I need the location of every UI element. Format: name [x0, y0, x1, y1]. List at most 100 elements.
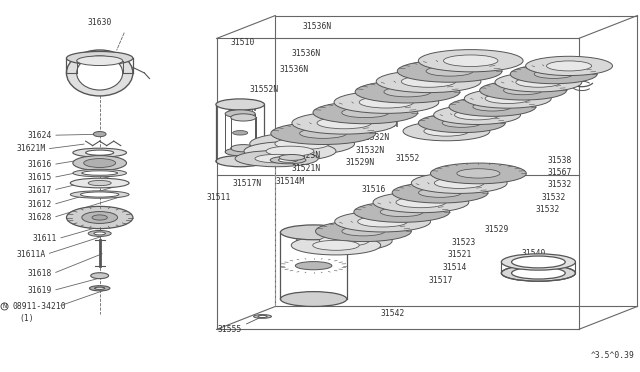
Text: 31612: 31612: [28, 200, 52, 209]
Text: 31537: 31537: [378, 108, 402, 117]
Ellipse shape: [358, 216, 408, 227]
Ellipse shape: [342, 108, 389, 118]
Ellipse shape: [434, 105, 520, 125]
Text: 31628: 31628: [28, 213, 52, 222]
Ellipse shape: [235, 150, 318, 167]
Text: 31532: 31532: [548, 180, 572, 189]
Ellipse shape: [424, 126, 469, 136]
Ellipse shape: [91, 273, 109, 279]
Ellipse shape: [511, 267, 565, 279]
Ellipse shape: [233, 131, 248, 135]
Text: 31536N: 31536N: [291, 49, 321, 58]
Ellipse shape: [255, 154, 298, 163]
Ellipse shape: [396, 197, 446, 208]
Ellipse shape: [93, 132, 106, 137]
Ellipse shape: [485, 93, 531, 103]
Ellipse shape: [82, 212, 118, 224]
Text: 31536: 31536: [488, 92, 513, 100]
Text: 31540: 31540: [521, 249, 545, 258]
Ellipse shape: [380, 207, 423, 217]
Ellipse shape: [419, 49, 523, 72]
Text: 31511: 31511: [206, 193, 230, 202]
Ellipse shape: [67, 51, 133, 65]
Ellipse shape: [504, 86, 543, 95]
Text: 31538: 31538: [548, 155, 572, 164]
Ellipse shape: [534, 70, 573, 78]
Ellipse shape: [73, 155, 127, 170]
Ellipse shape: [449, 97, 536, 116]
Text: 31532: 31532: [535, 205, 559, 214]
Ellipse shape: [510, 64, 597, 84]
Ellipse shape: [342, 227, 385, 236]
Ellipse shape: [457, 169, 500, 178]
Ellipse shape: [501, 254, 575, 270]
Ellipse shape: [278, 158, 298, 162]
Text: 31615: 31615: [28, 173, 52, 182]
Ellipse shape: [70, 191, 129, 198]
Text: 31617: 31617: [28, 186, 52, 195]
Ellipse shape: [280, 292, 347, 307]
Ellipse shape: [244, 141, 336, 161]
Ellipse shape: [473, 102, 512, 111]
Text: 31611: 31611: [33, 234, 57, 243]
Ellipse shape: [95, 287, 105, 289]
Ellipse shape: [88, 180, 111, 186]
Text: 31521: 31521: [447, 250, 472, 259]
Text: ^3.5^0.39: ^3.5^0.39: [590, 351, 634, 360]
Ellipse shape: [295, 262, 332, 270]
Ellipse shape: [250, 133, 355, 155]
Ellipse shape: [231, 145, 256, 152]
Ellipse shape: [231, 114, 256, 121]
Text: 31555: 31555: [218, 325, 242, 334]
Ellipse shape: [94, 232, 106, 235]
Ellipse shape: [92, 215, 108, 220]
Ellipse shape: [73, 148, 127, 157]
Ellipse shape: [435, 178, 484, 189]
Text: 31611A: 31611A: [16, 250, 45, 259]
Ellipse shape: [373, 192, 468, 213]
Ellipse shape: [397, 60, 502, 82]
Ellipse shape: [258, 315, 267, 318]
Ellipse shape: [253, 315, 271, 318]
Ellipse shape: [313, 240, 359, 250]
Text: 31532N: 31532N: [361, 133, 390, 142]
Text: 31523N: 31523N: [291, 151, 321, 160]
Ellipse shape: [442, 119, 481, 127]
Text: 31542: 31542: [381, 310, 405, 318]
Ellipse shape: [335, 211, 431, 232]
Text: 31514M: 31514M: [275, 177, 305, 186]
Text: 08911-34210: 08911-34210: [12, 302, 66, 311]
Ellipse shape: [359, 96, 413, 108]
Text: 31618: 31618: [28, 269, 52, 278]
Text: 31532N: 31532N: [369, 121, 399, 129]
Ellipse shape: [376, 70, 481, 93]
Text: 31624: 31624: [28, 131, 52, 140]
Text: 31552: 31552: [396, 154, 420, 163]
Ellipse shape: [419, 188, 461, 197]
Text: 31621M: 31621M: [16, 144, 45, 153]
Ellipse shape: [431, 163, 526, 184]
Ellipse shape: [280, 225, 347, 240]
Ellipse shape: [292, 112, 397, 134]
Text: 31510: 31510: [230, 38, 255, 47]
Ellipse shape: [77, 56, 123, 65]
Text: 31536: 31536: [474, 116, 499, 125]
Ellipse shape: [525, 56, 612, 76]
Text: 31536: 31536: [481, 104, 506, 113]
Ellipse shape: [70, 178, 129, 188]
Ellipse shape: [317, 117, 371, 129]
Ellipse shape: [354, 202, 450, 222]
Text: 31517N: 31517N: [232, 179, 262, 187]
Ellipse shape: [82, 171, 118, 175]
Ellipse shape: [216, 155, 264, 167]
Ellipse shape: [444, 55, 498, 67]
Ellipse shape: [419, 113, 505, 133]
Ellipse shape: [67, 206, 133, 229]
Text: (1): (1): [19, 314, 33, 323]
Ellipse shape: [384, 87, 431, 97]
Ellipse shape: [275, 138, 330, 150]
Text: 31538N: 31538N: [374, 96, 404, 105]
Text: 31567: 31567: [548, 168, 572, 177]
Ellipse shape: [225, 148, 255, 156]
Ellipse shape: [313, 102, 418, 124]
